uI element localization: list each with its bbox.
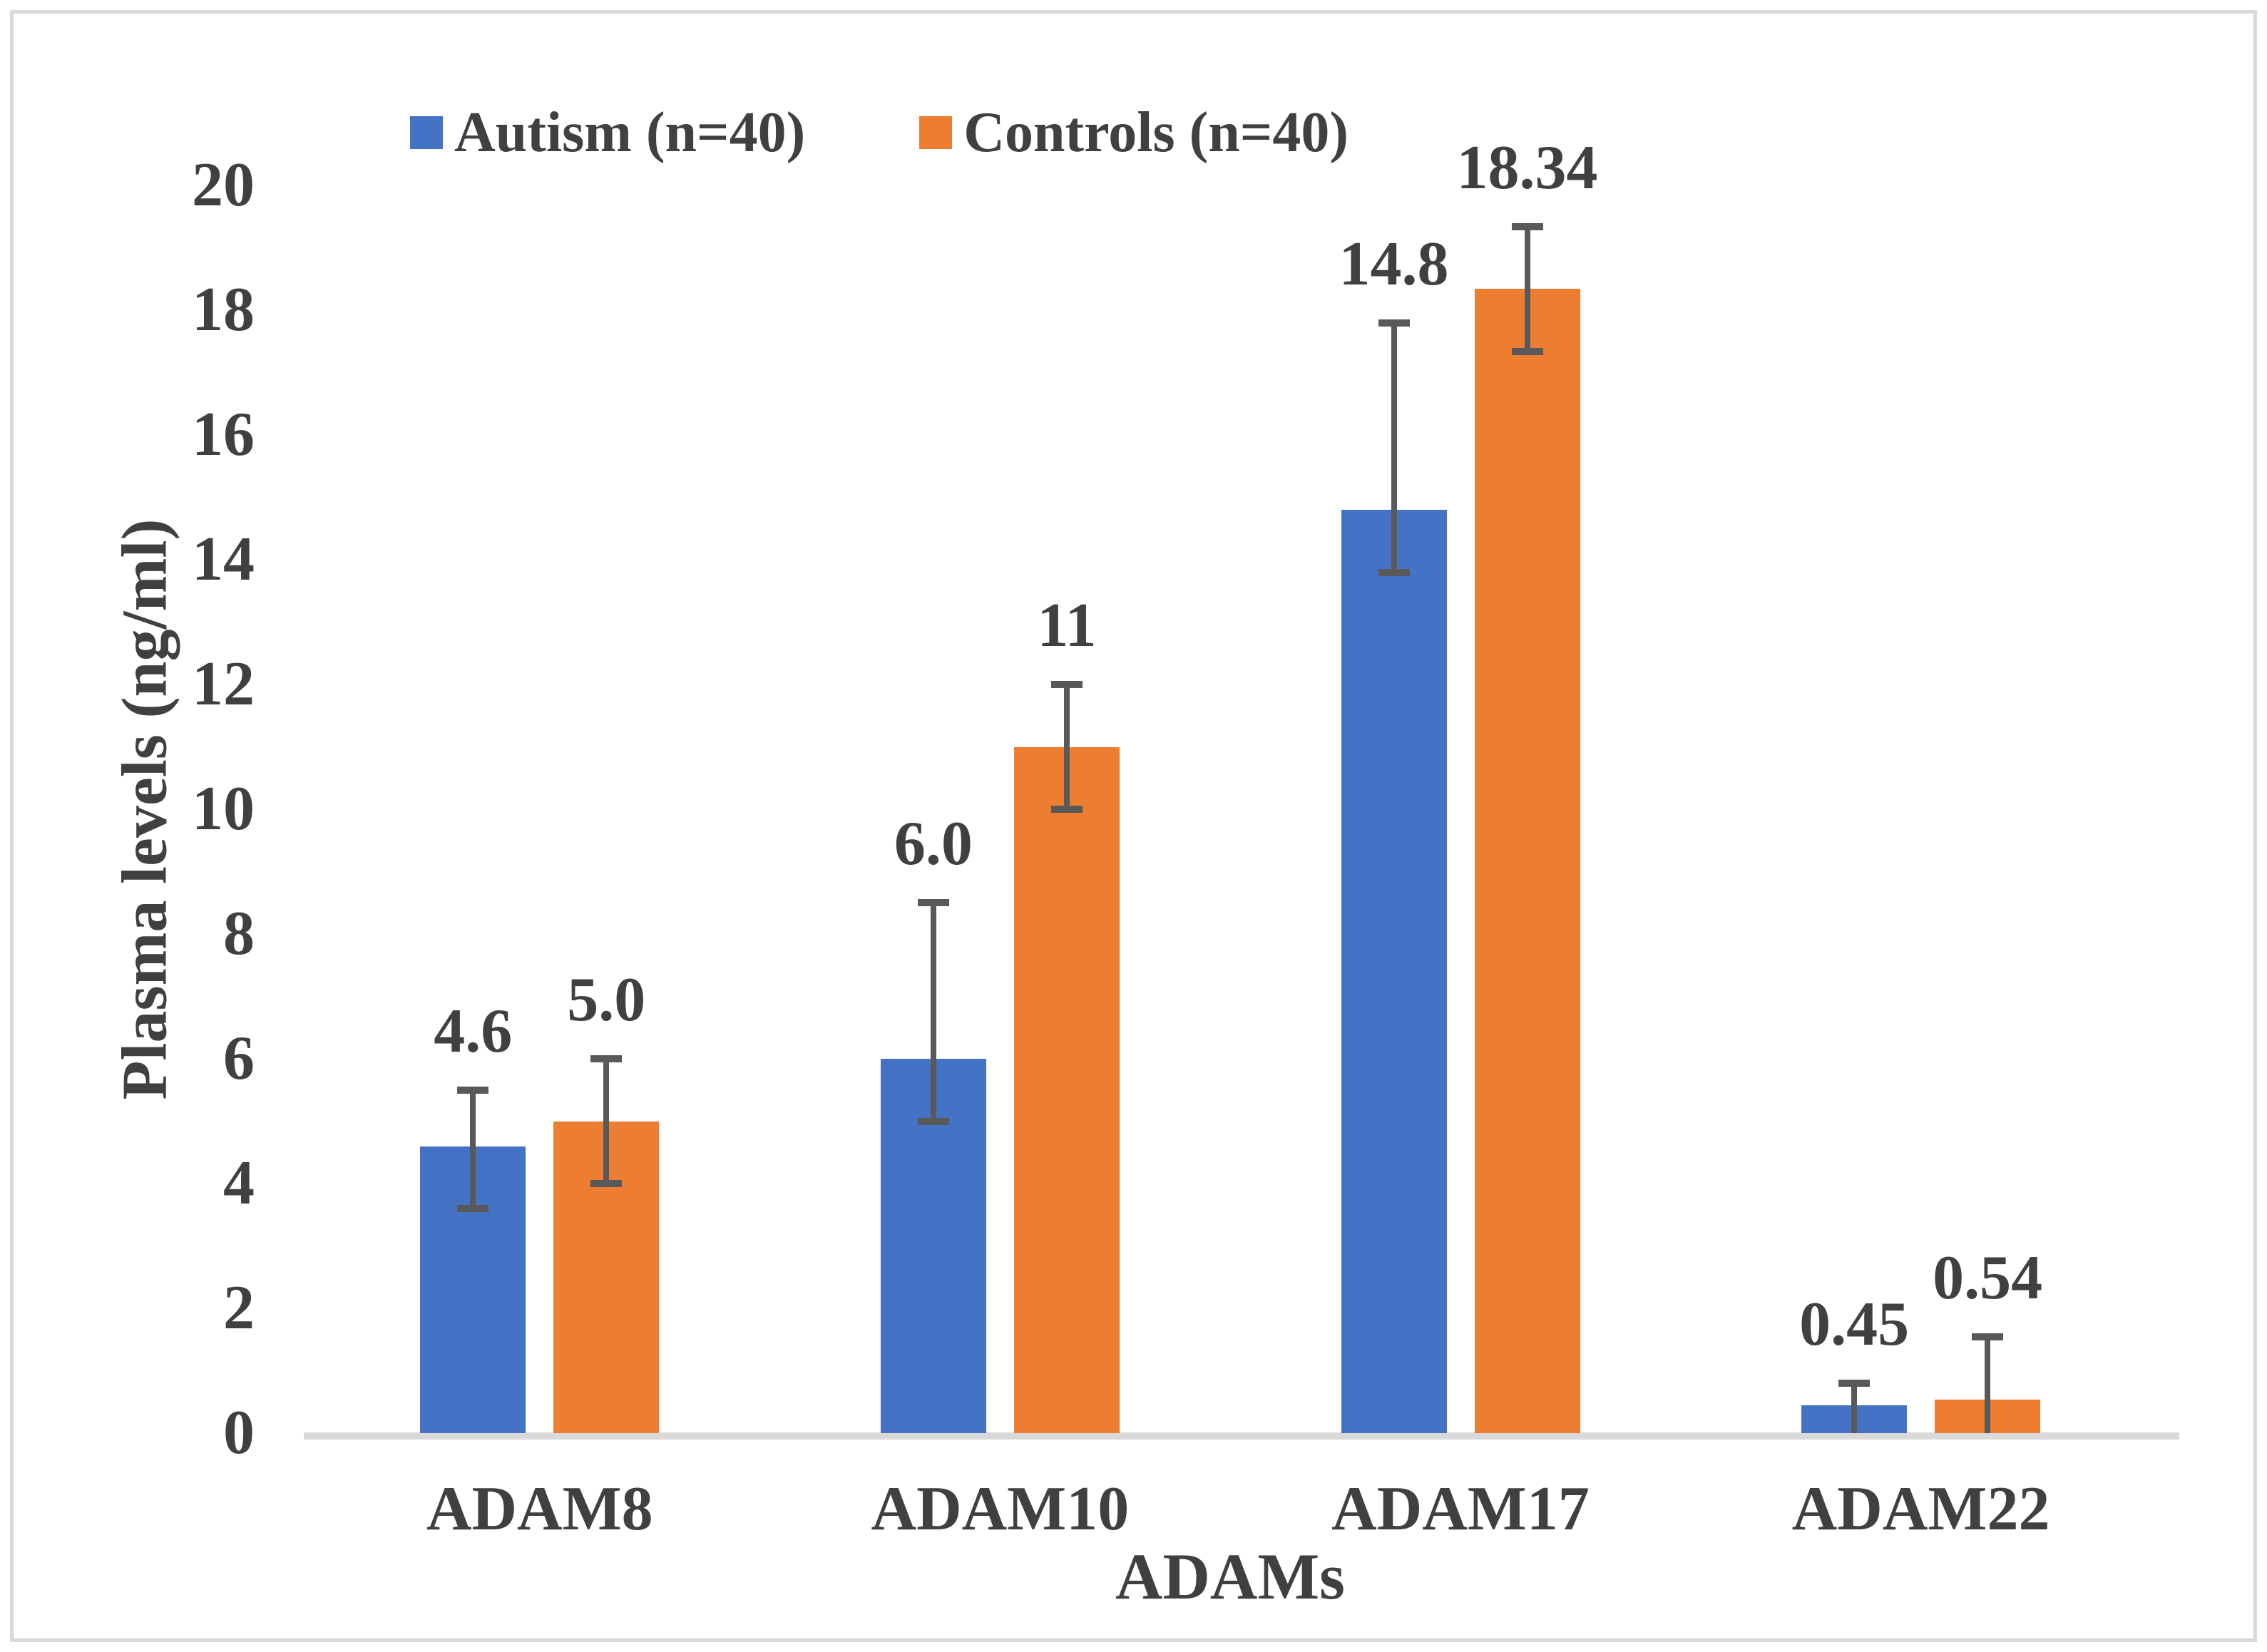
error-bar-top-cap: [917, 899, 949, 907]
y-tick-label: 0: [223, 1398, 255, 1467]
bar-controls-adam10: [1013, 747, 1120, 1433]
error-bar-line: [1985, 1337, 1991, 1433]
legend-swatch-icon: [410, 116, 443, 149]
chart-border: [10, 10, 2257, 1642]
y-tick-label: 18: [192, 275, 255, 344]
error-bar-top-cap: [1378, 319, 1410, 327]
y-tick-label: 2: [223, 1273, 255, 1343]
error-bar-bottom-cap: [1511, 347, 1543, 355]
error-bar-bottom-cap: [590, 1180, 623, 1187]
error-bar-bottom-cap: [1378, 568, 1410, 576]
y-tick-label: 12: [192, 650, 255, 719]
legend-item-1: Controls (n=40): [919, 98, 1349, 167]
x-tick-label: ADAM22: [1791, 1474, 2050, 1544]
error-bar-top-cap: [457, 1086, 489, 1094]
y-tick-label: 4: [223, 1149, 255, 1218]
bar-value-label: 5.0: [567, 965, 646, 1035]
y-tick-label: 6: [223, 1024, 255, 1093]
error-bar-line: [930, 903, 936, 1122]
error-bar-line: [1851, 1383, 1858, 1433]
y-tick-label: 10: [192, 774, 255, 843]
y-tick-label: 8: [223, 899, 255, 968]
x-tick-label: ADAM10: [871, 1474, 1130, 1544]
legend-label: Autism (n=40): [454, 101, 806, 164]
x-tick-label: ADAM8: [426, 1474, 653, 1544]
error-bar-top-cap: [590, 1055, 623, 1062]
bar-value-label: 11: [1037, 591, 1097, 660]
bar-value-label: 4.6: [434, 996, 513, 1066]
error-bar-line: [1391, 322, 1397, 573]
bar-value-label: 0.54: [1933, 1243, 2043, 1313]
bar-value-label: 0.45: [1799, 1290, 1910, 1359]
y-tick-label: 16: [192, 400, 255, 469]
bar-value-label: 6.0: [894, 809, 973, 879]
error-bar-line: [470, 1089, 476, 1209]
legend-item-0: Autism (n=40): [410, 98, 805, 167]
x-axis-line: [304, 1432, 2179, 1440]
error-bar-line: [1063, 684, 1070, 809]
error-bar-line: [1524, 226, 1530, 352]
legend: Autism (n=40) Controls (n=40): [410, 98, 1349, 167]
error-bar-bottom-cap: [457, 1205, 489, 1212]
x-tick-label: ADAM17: [1331, 1474, 1590, 1544]
bar-controls-adam17: [1474, 289, 1580, 1433]
error-bar-line: [603, 1059, 610, 1184]
error-bar-top-cap: [1838, 1380, 1871, 1387]
legend-swatch-icon: [919, 116, 953, 149]
error-bar-top-cap: [1511, 222, 1543, 230]
x-axis-title: ADAMs: [1115, 1540, 1345, 1613]
error-bar-bottom-cap: [917, 1117, 949, 1125]
legend-label: Controls (n=40): [963, 101, 1349, 164]
error-bar-top-cap: [1050, 681, 1083, 688]
error-bar-bottom-cap: [1050, 806, 1083, 813]
bar-autism-adam17: [1341, 510, 1447, 1433]
bar-value-label: 18.34: [1456, 133, 1598, 202]
y-tick-label: 20: [192, 150, 255, 220]
error-bar-top-cap: [1972, 1333, 2004, 1341]
y-tick-label: 14: [192, 525, 255, 594]
bar-value-label: 14.8: [1339, 229, 1449, 299]
